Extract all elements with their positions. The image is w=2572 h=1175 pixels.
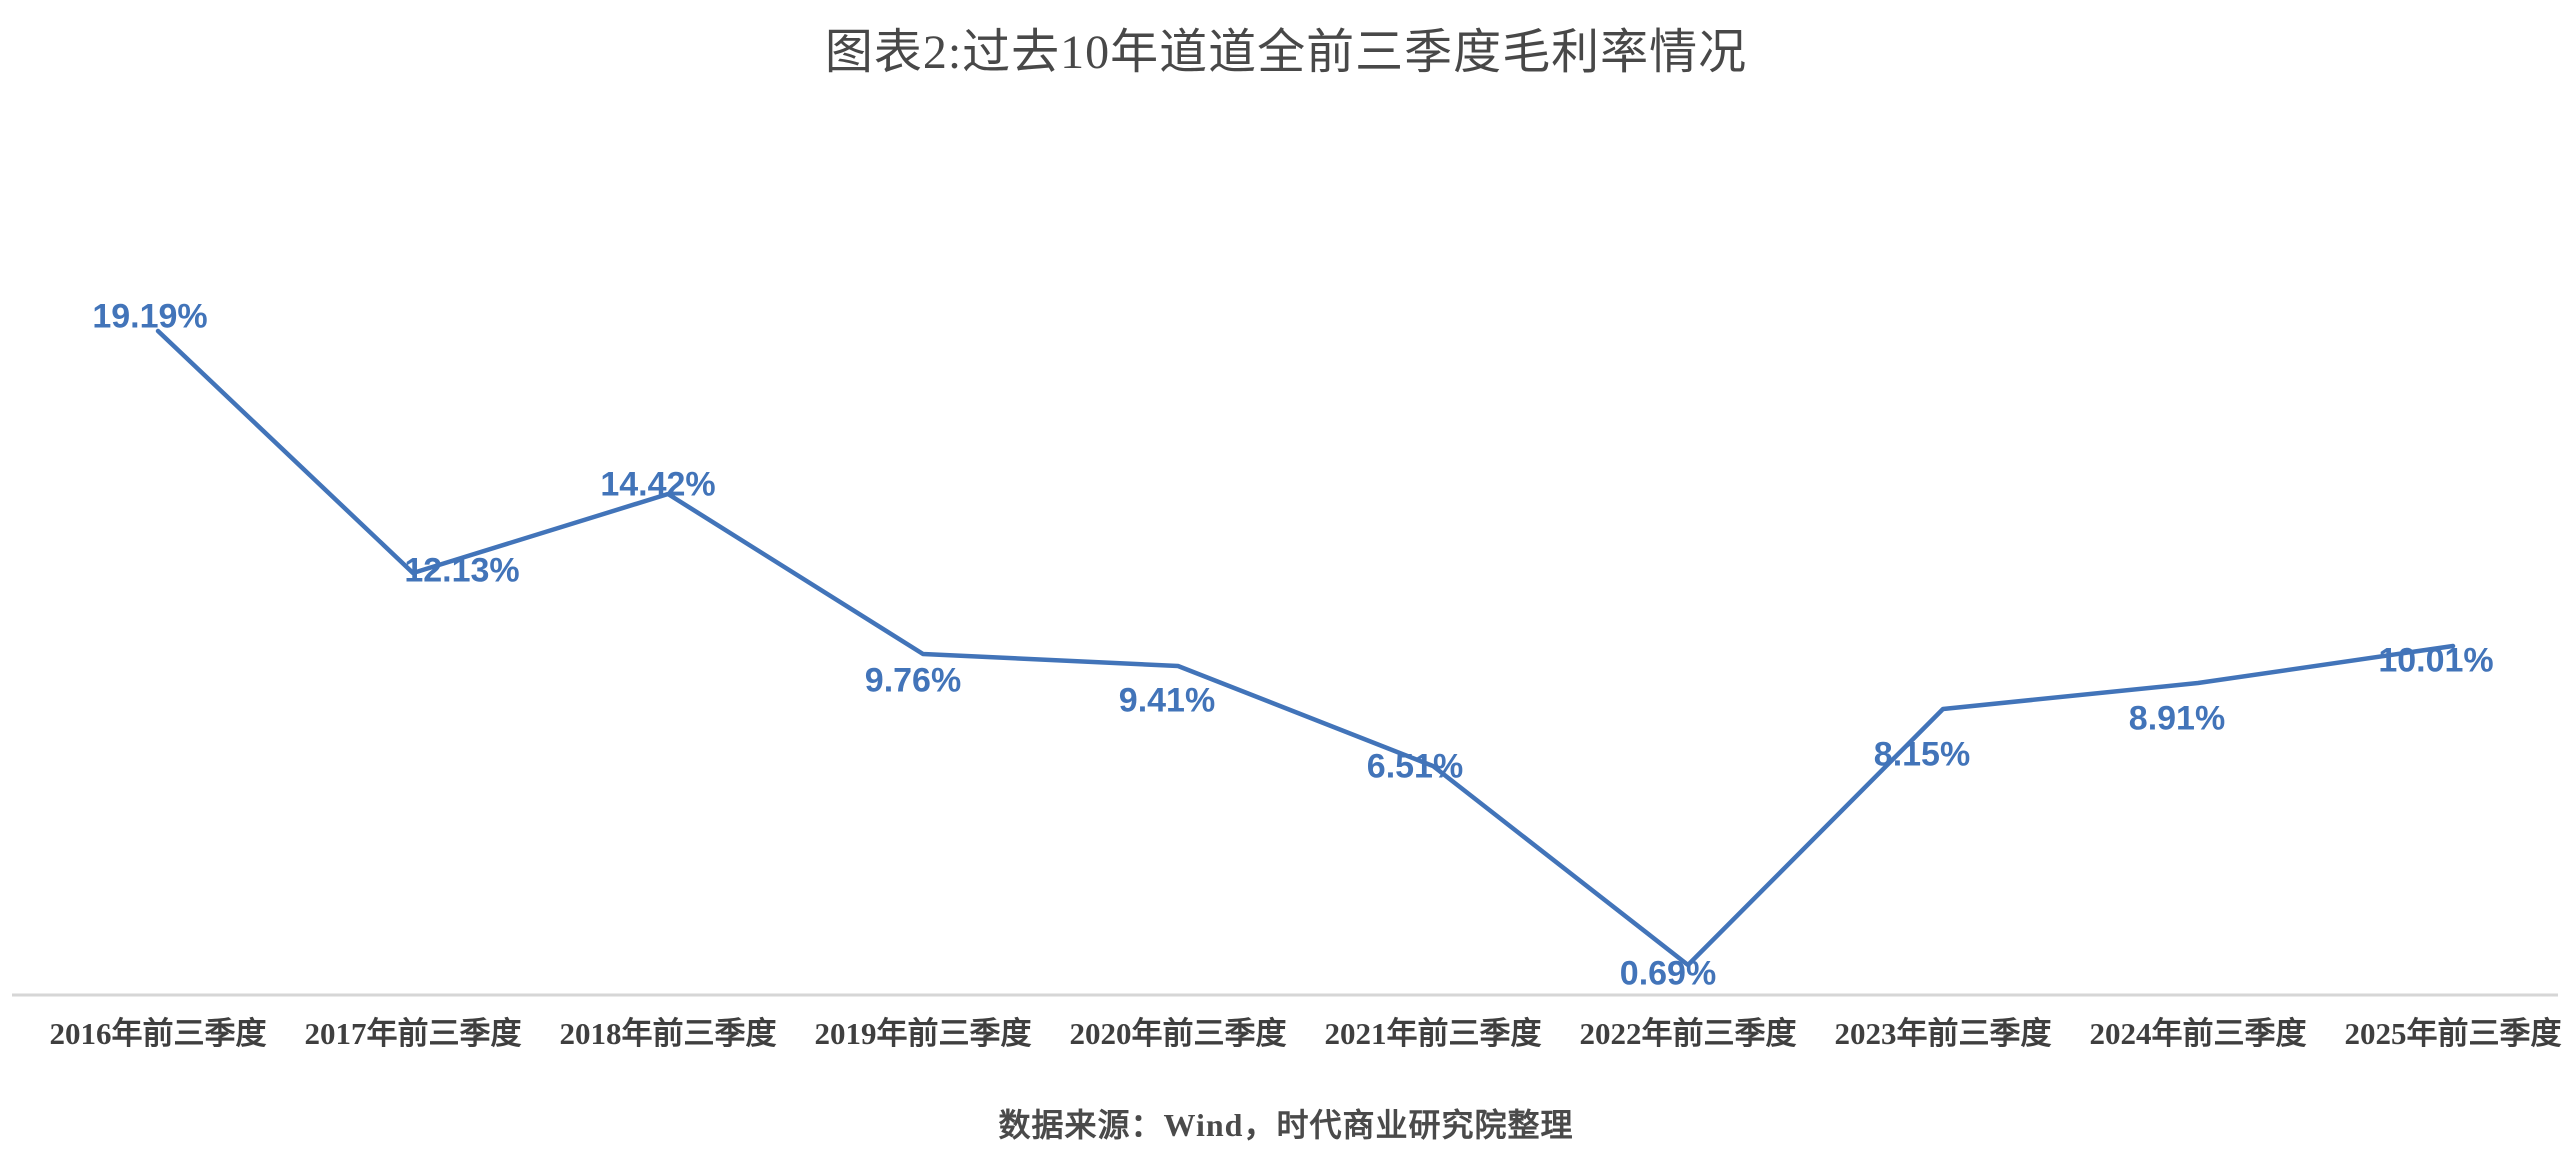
data-label: 10.01% (2378, 641, 2494, 680)
x-axis-label: 2018年前三季度 (559, 1016, 777, 1051)
data-label: 8.91% (2128, 699, 2226, 738)
data-label: 9.41% (1118, 681, 1216, 720)
x-axis-label: 2017年前三季度 (304, 1016, 522, 1051)
data-label: 0.69% (1619, 954, 1717, 993)
data-label: 12.13% (404, 551, 520, 590)
x-axis-label: 2016年前三季度 (49, 1016, 267, 1051)
source-note: 数据来源：Wind，时代商业研究院整理 (998, 1107, 1574, 1143)
data-label: 9.76% (864, 661, 962, 700)
x-axis-label: 2021年前三季度 (1324, 1016, 1542, 1051)
chart-title: 图表2:过去10年道道全前三季度毛利率情况 (824, 26, 1748, 79)
x-axis-label: 2025年前三季度 (2344, 1016, 2562, 1051)
data-label: 8.15% (1873, 735, 1971, 774)
x-axis-label: 2022年前三季度 (1579, 1016, 1797, 1051)
x-axis-label: 2023年前三季度 (1834, 1016, 2052, 1051)
x-axis-label: 2019年前三季度 (814, 1016, 1032, 1051)
x-axis-label: 2024年前三季度 (2089, 1016, 2307, 1051)
x-axis-label: 2020年前三季度 (1069, 1016, 1287, 1051)
data-label: 6.51% (1366, 747, 1464, 786)
data-label: 14.42% (600, 465, 716, 504)
data-label: 19.19% (92, 297, 208, 336)
series-line (155, 328, 2456, 968)
